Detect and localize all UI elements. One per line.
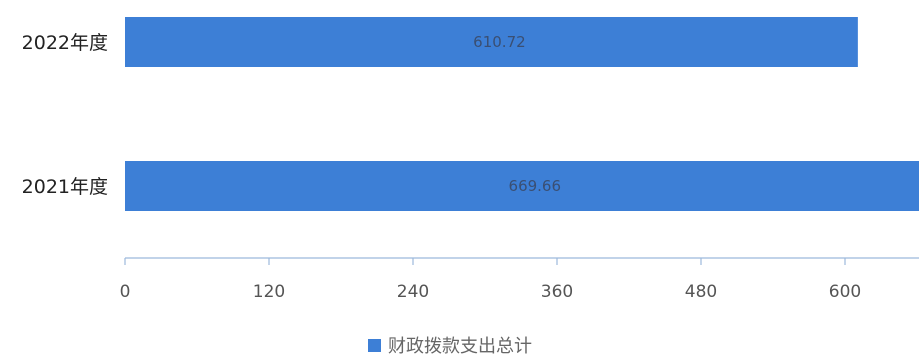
data-label: 610.72 [473, 33, 526, 51]
bar [125, 161, 919, 211]
data-label: 669.66 [509, 177, 562, 195]
category-label: 2022年度 [22, 32, 108, 54]
x-tick-label: 480 [685, 282, 717, 302]
x-tick-label: 120 [253, 282, 285, 302]
x-tick-label: 240 [397, 282, 429, 302]
legend-label: 财政拨款支出总计 [388, 336, 532, 355]
x-axis: 0 120 240 360 480 600 [120, 257, 919, 302]
x-tick-label: 360 [541, 282, 573, 302]
legend-swatch [368, 339, 381, 352]
legend: 财政拨款支出总计 [368, 336, 532, 355]
x-tick-label: 600 [829, 282, 861, 302]
x-tick-label: 0 [120, 282, 131, 302]
bar [125, 17, 858, 67]
bars-layer: 610.72 669.66 [125, 17, 919, 211]
category-labels: 2022年度 2021年度 [22, 32, 108, 198]
category-label: 2021年度 [22, 176, 108, 198]
